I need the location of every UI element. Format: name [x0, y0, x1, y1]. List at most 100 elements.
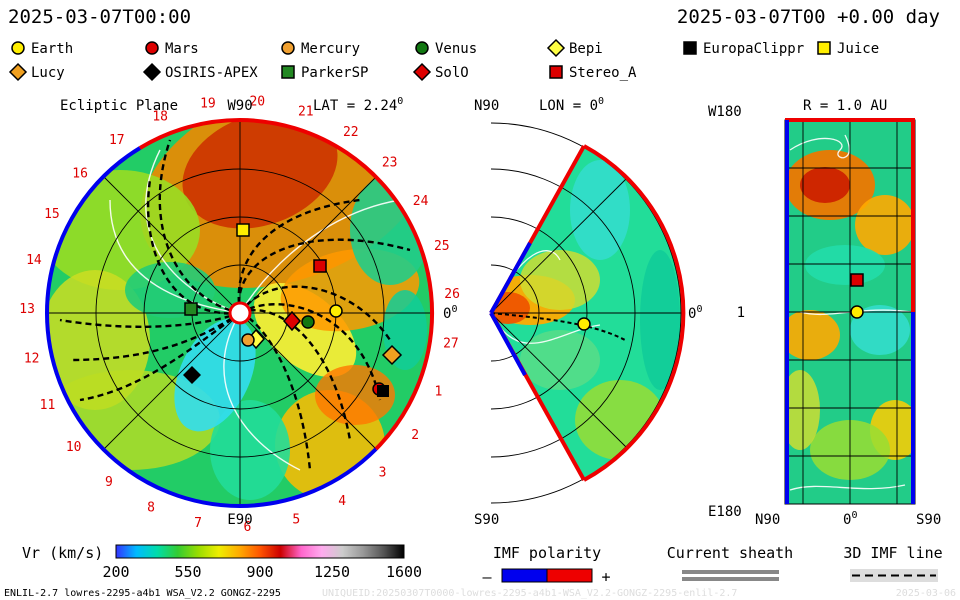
legend-label: OSIRIS-APEX — [165, 65, 258, 81]
earth-marker-map — [850, 305, 864, 319]
ecliptic-top-label: W90 — [227, 98, 252, 114]
sheath-title: Current sheath — [667, 544, 793, 562]
legend-label: Bepi — [569, 41, 603, 57]
ecliptic-right-label: 00 — [443, 304, 457, 322]
legend-item-venus: Venus — [415, 41, 477, 57]
legend-label: SolO — [435, 65, 469, 81]
datetime-left: 2025-03-07T00:00 — [8, 6, 191, 28]
legend-item-solo: SolO — [412, 62, 469, 82]
venus-marker — [301, 315, 315, 329]
carrington-label: 5 — [292, 512, 300, 527]
legend-marker — [817, 41, 831, 55]
carrington-label: 13 — [19, 302, 35, 317]
legend-label: Mars — [165, 41, 199, 57]
carrington-label: 23 — [382, 156, 398, 171]
carrington-label: 12 — [24, 351, 40, 366]
carrington-label: 19 — [200, 96, 216, 111]
legend-marker — [549, 65, 563, 79]
juice-marker — [236, 223, 250, 237]
carrington-label: 17 — [109, 133, 125, 148]
stereo-a-marker — [313, 259, 327, 273]
carrington-label: 4 — [338, 494, 346, 509]
legend-marker — [546, 38, 566, 58]
carrington-label: 26 — [444, 287, 460, 302]
legend-item-juice: Juice — [817, 41, 879, 57]
carrington-label: 7 — [194, 516, 202, 531]
carrington-label: 14 — [26, 253, 42, 268]
carrington-label: 11 — [40, 398, 56, 413]
carrington-label: 10 — [66, 440, 82, 455]
imf-polarity-legend: IMF polarity – + — [482, 544, 610, 586]
legend-label: Stereo_A — [569, 65, 637, 81]
carrington-label: 21 — [298, 104, 314, 119]
ecliptic-title: Ecliptic Plane — [60, 98, 178, 114]
map-panel: W180 R = 1.0 AU 1 E180 N90 00 S90 — [708, 98, 941, 528]
ecliptic-bottom-label: E90 — [227, 512, 252, 528]
colorbar: Vr (km/s) 200 550 900 1250 1600 — [22, 544, 422, 581]
legend-item-osiris-apex: OSIRIS-APEX — [142, 62, 258, 82]
map-r-label: R = 1.0 AU — [803, 98, 887, 114]
imf-minus: – — [482, 568, 492, 586]
imf-title: IMF polarity — [493, 544, 601, 562]
carrington-label: 9 — [105, 475, 113, 490]
legend-marker — [281, 65, 295, 79]
legend-marker — [683, 41, 697, 55]
current-sheath-legend: Current sheath — [667, 544, 793, 582]
europaclippr-marker — [377, 385, 389, 397]
legend: Earth Mars Mercury Venus Bepi EuropaClippr Jui… — [8, 38, 879, 82]
legend-marker — [11, 41, 25, 55]
map-x-label-s90: S90 — [916, 512, 941, 528]
carrington-label: 27 — [443, 337, 459, 352]
colorbar-tick: 900 — [246, 563, 273, 581]
legend-item-bepi: Bepi — [546, 38, 603, 58]
colorbar-tick: 1600 — [386, 563, 422, 581]
legend-item-europaclippr: EuropaClippr — [683, 41, 804, 57]
legend-marker — [415, 41, 429, 55]
lucy-marker — [381, 344, 403, 366]
legend-marker — [8, 62, 28, 82]
imf-line-legend: 3D IMF line — [843, 544, 943, 582]
carrington-label: 25 — [434, 239, 450, 254]
imf-positive-swatch — [546, 568, 593, 583]
colorbar-bar — [115, 544, 405, 559]
legend-label: ParkerSP — [301, 65, 368, 81]
footer-left: ENLIL-2.7 lowres-2295-a4b1 WSA_V2.2 GONG… — [4, 588, 281, 599]
legend-item-mercury: Mercury — [281, 41, 360, 57]
legend-label: Juice — [837, 41, 879, 57]
colorbar-tick: 550 — [174, 563, 201, 581]
legend-item-mars: Mars — [145, 41, 199, 57]
map-x-label-n90: N90 — [755, 512, 780, 528]
legend-item-earth: Earth — [11, 41, 73, 57]
map-bottom-label: E180 — [708, 504, 742, 520]
carrington-label: 24 — [413, 194, 429, 209]
legend-marker — [145, 41, 159, 55]
carrington-label: 15 — [44, 207, 60, 222]
imf-negative-swatch — [501, 568, 548, 583]
colorbar-tick: 1250 — [314, 563, 350, 581]
legend-marker — [142, 62, 162, 82]
osiris-apex-marker — [183, 366, 201, 384]
carrington-label: 6 — [243, 520, 251, 535]
legend-label: EuropaClippr — [703, 41, 804, 57]
carrington-label: 22 — [343, 125, 359, 140]
colorbar-ticks: 200 550 900 1250 1600 — [102, 563, 422, 581]
legend-label: Earth — [31, 41, 73, 57]
earth-marker-meridional — [577, 317, 591, 331]
carrington-label: 3 — [379, 465, 387, 480]
legend-label: Lucy — [31, 65, 65, 81]
parkersp-marker — [184, 302, 198, 316]
imf-plus: + — [601, 568, 610, 586]
meridional-bottom-label: S90 — [474, 512, 499, 528]
map-top-label: W180 — [708, 104, 742, 120]
ecliptic-lat-label: LAT = 2.240 — [313, 96, 403, 114]
imfline-title: 3D IMF line — [843, 544, 942, 562]
carrington-label: 1 — [434, 385, 442, 400]
stereo-a-marker-map — [850, 273, 864, 287]
carrington-label: 8 — [147, 501, 155, 516]
meridional-lon-label: LON = 00 — [539, 96, 604, 114]
legend-marker — [412, 62, 432, 82]
map-mid-label: 1 — [737, 305, 745, 321]
